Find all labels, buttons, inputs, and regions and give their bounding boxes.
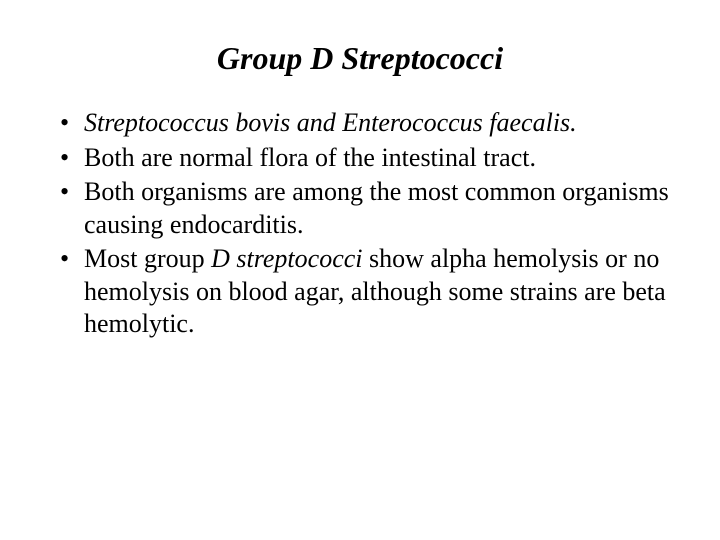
bullet-item: Both organisms are among the most common… (60, 176, 680, 241)
bullet-item: Both are normal flora of the intestinal … (60, 142, 680, 175)
bullet-text-italic: D streptococci (211, 244, 369, 273)
bullet-item: Streptococcus bovis and Enterococcus fae… (60, 107, 680, 140)
bullet-text: Both are normal flora of the intestinal … (84, 143, 536, 172)
bullet-text: Both organisms are among the most common… (84, 177, 669, 239)
slide-title: Group D Streptococci (40, 40, 680, 77)
bullet-list: Streptococcus bovis and Enterococcus fae… (40, 107, 680, 341)
bullet-text: Most group (84, 244, 211, 273)
bullet-item: Most group D streptococci show alpha hem… (60, 243, 680, 341)
bullet-text: Streptococcus bovis and Enterococcus fae… (84, 108, 577, 137)
